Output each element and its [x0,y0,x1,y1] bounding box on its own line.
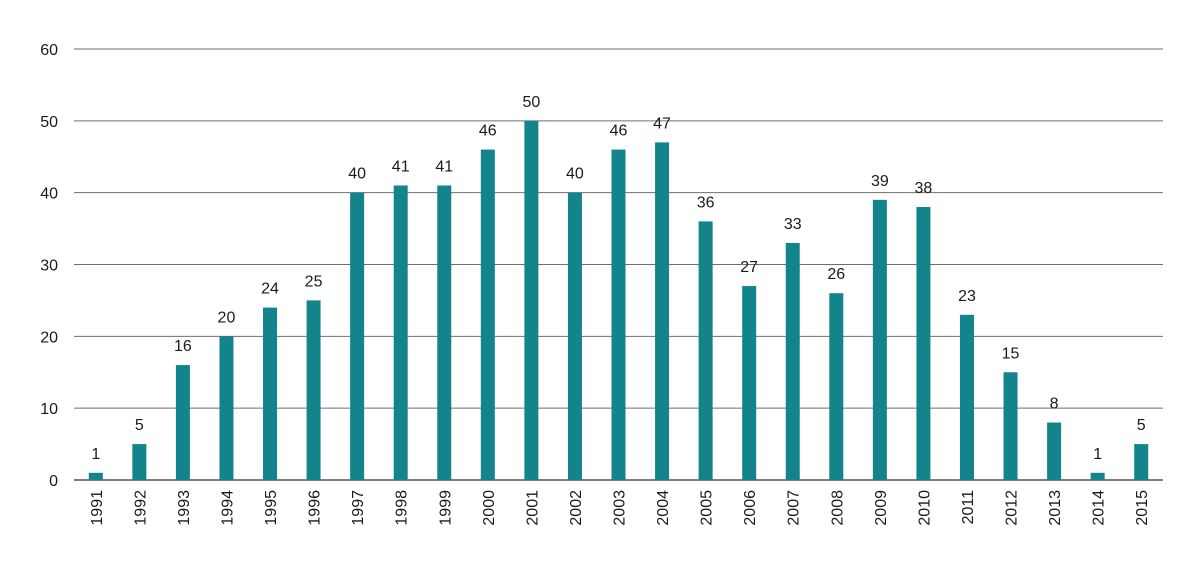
data-label-1999: 41 [435,158,453,175]
bar-2007 [785,242,800,480]
data-label-1997: 40 [348,166,366,183]
bar-1993 [175,365,190,480]
data-label-1992: 5 [135,417,144,434]
x-tick-label-2015: 2015 [1134,490,1151,526]
bar-1995 [263,307,278,480]
bar-1996 [306,300,321,480]
data-label-1998: 41 [392,158,410,175]
x-tick-label-1999: 1999 [437,490,454,526]
bar-1994 [219,336,234,480]
x-tick-label-2005: 2005 [699,490,716,526]
data-label-2004: 47 [653,115,671,132]
y-tick-label-10: 10 [40,401,58,418]
bar-1999 [437,185,452,480]
x-axis-tick-labels: 1991 1992 1993 1994 1995 1996 1997 1998 1999 2000… [89,490,1151,526]
bar-2001 [524,120,539,480]
data-label-2008: 26 [827,266,845,283]
data-label-1995: 24 [261,281,279,298]
data-label-2012: 15 [1002,345,1020,362]
data-label-2011: 23 [958,288,976,305]
x-tick-label-2013: 2013 [1047,490,1064,526]
x-tick-label-1992: 1992 [132,490,149,526]
data-label-1993: 16 [174,338,192,355]
bar-1991 [88,472,103,480]
y-tick-label-40: 40 [40,186,58,203]
x-tick-label-1993: 1993 [176,490,193,526]
bar-2008 [829,293,844,480]
data-label-1991: 1 [91,446,100,463]
y-tick-label-0: 0 [49,473,58,490]
x-tick-label-2006: 2006 [742,490,759,526]
x-tick-label-1997: 1997 [350,490,367,526]
bar-2013 [1047,422,1062,480]
bar-2012 [1003,372,1018,480]
data-label-2003: 46 [610,123,628,140]
bar-2011 [959,314,974,480]
x-tick-label-1994: 1994 [219,490,236,526]
x-tick-label-1996: 1996 [307,490,324,526]
x-tick-label-2003: 2003 [612,490,629,526]
data-label-2005: 36 [697,194,715,211]
bar-2014 [1090,472,1105,480]
data-label-2002: 40 [566,166,584,183]
bar-1998 [393,185,408,480]
x-tick-label-1995: 1995 [263,490,280,526]
data-label-1996: 25 [305,273,323,290]
x-tick-label-2012: 2012 [1004,490,1021,526]
bar-1997 [350,192,365,480]
data-label-1994: 20 [218,309,236,326]
data-label-2006: 27 [740,259,758,276]
x-tick-label-2009: 2009 [873,490,890,526]
x-tick-label-2011: 2011 [960,490,977,525]
data-label-2007: 33 [784,216,802,233]
x-tick-label-2007: 2007 [786,490,803,526]
data-label-2000: 46 [479,123,497,140]
y-axis-tick-labels: 0 10 20 30 40 50 60 [40,42,58,490]
data-label-2010: 38 [915,180,933,197]
x-tick-label-2000: 2000 [481,490,498,526]
bar-1992 [132,444,147,480]
data-label-2009: 39 [871,173,889,190]
x-tick-label-2014: 2014 [1091,490,1108,526]
bar-2009 [872,199,887,480]
y-tick-label-50: 50 [40,114,58,131]
bar-2006 [742,286,757,480]
bars [88,120,1149,481]
bar-2000 [480,149,495,481]
x-tick-label-2002: 2002 [568,490,585,526]
bar-2003 [611,149,626,481]
y-tick-label-20: 20 [40,329,58,346]
bar-2010 [916,207,931,481]
data-label-2001: 50 [522,94,540,111]
x-tick-label-2010: 2010 [916,490,933,526]
data-label-2013: 8 [1050,396,1059,413]
bar-2002 [567,192,582,480]
x-tick-label-2001: 2001 [524,490,541,526]
x-tick-label-1998: 1998 [394,490,411,526]
x-tick-label-2004: 2004 [655,490,672,526]
data-label-2015: 5 [1137,417,1146,434]
y-tick-label-30: 30 [40,258,58,275]
x-tick-label-1991: 1991 [89,490,106,526]
x-tick-label-2008: 2008 [829,490,846,526]
bar-2015 [1134,444,1149,480]
bar-2004 [655,142,670,480]
bar-2005 [698,221,713,480]
y-tick-label-60: 60 [40,42,58,59]
data-label-2014: 1 [1093,446,1102,463]
